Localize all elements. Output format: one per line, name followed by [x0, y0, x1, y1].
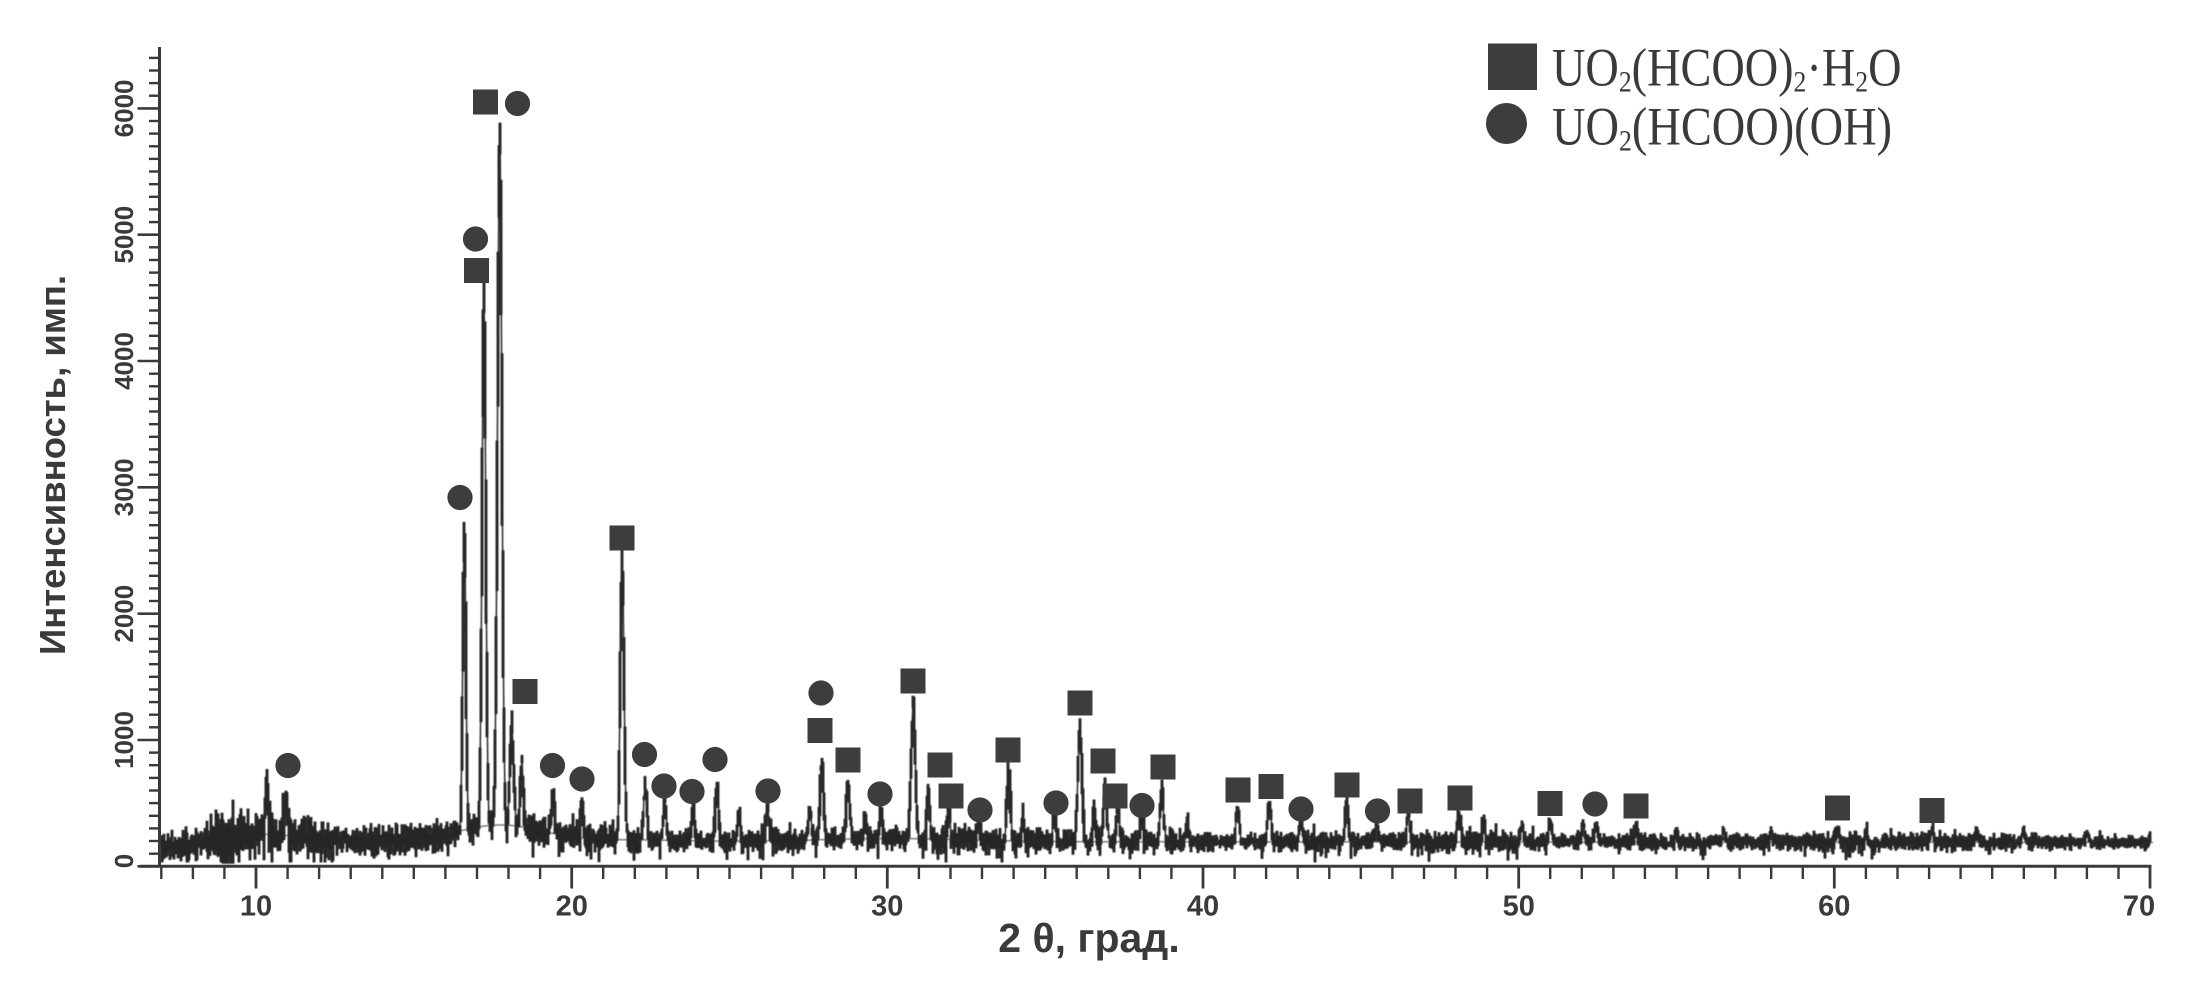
svg-text:50: 50 [1503, 891, 1535, 923]
svg-text:1000: 1000 [109, 711, 139, 769]
svg-text:UO2(HCOO)2·H2O: UO2(HCOO)2·H2O [1552, 37, 1902, 99]
svg-text:70: 70 [2123, 891, 2155, 923]
svg-text:60: 60 [1818, 891, 1850, 923]
svg-text:10: 10 [240, 891, 272, 923]
svg-text:5000: 5000 [109, 206, 139, 264]
svg-text:20: 20 [556, 891, 588, 923]
svg-text:2 θ, град.: 2 θ, град. [998, 915, 1179, 961]
svg-text:2000: 2000 [109, 585, 139, 643]
svg-text:3000: 3000 [109, 458, 139, 516]
svg-text:6000: 6000 [109, 79, 139, 137]
svg-text:30: 30 [871, 891, 903, 923]
svg-text:0: 0 [109, 854, 139, 868]
svg-text:4000: 4000 [109, 332, 139, 390]
svg-text:40: 40 [1187, 891, 1219, 923]
svg-text:Интенсивность, имп.: Интенсивность, имп. [32, 275, 73, 655]
svg-text:UO2(HCOO)(OH): UO2(HCOO)(OH) [1552, 96, 1892, 158]
